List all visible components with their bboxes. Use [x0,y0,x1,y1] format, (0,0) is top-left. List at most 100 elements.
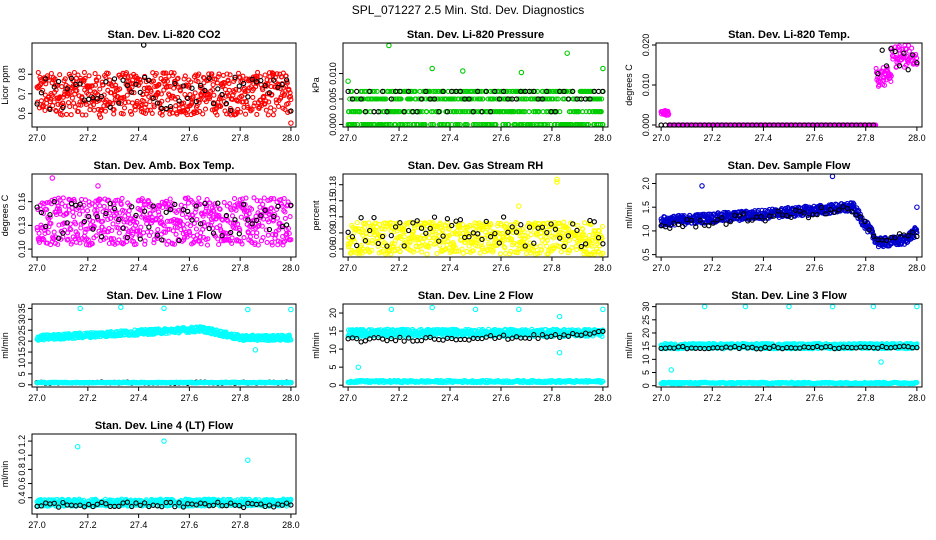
data-point-black [283,77,290,83]
data-point-main [113,82,119,88]
outlier-point [829,173,836,180]
y-tick-label: 0.16 [17,193,27,211]
data-point-main [264,239,270,245]
data-point-main [434,250,440,257]
data-point-main [195,79,201,85]
y-tick-label: 0.000 [641,114,651,137]
data-point-main [155,91,161,97]
data-point-main [507,88,513,94]
data-point-black [133,81,139,87]
data-point-main [53,108,60,114]
y-tick-label: 1.5 [641,201,651,214]
data-point-black [34,101,40,107]
data-point-main [51,77,57,83]
data-point-black [94,96,100,102]
data-point-main [86,73,92,79]
data-point-black [371,214,377,221]
data-point-black [288,108,294,114]
y-tick-label: 0.005 [328,88,338,111]
x-tick-label: 27.0 [28,263,46,273]
data-point-main [130,81,136,87]
data-point-main [155,227,161,233]
data-point-main [57,94,63,100]
data-point-black [189,85,195,91]
data-point-main [122,100,128,106]
data-point-main [282,91,288,97]
data-point-black [879,47,885,53]
data-point-main [567,88,573,94]
data-point-main [280,70,286,76]
data-point-black [64,86,70,92]
data-point-black [388,232,394,239]
points [345,42,606,128]
data-point-black [354,88,360,95]
data-point-main [259,100,265,106]
x-tick-label: 28.0 [908,263,926,273]
data-point-black [479,109,485,115]
data-point-black [137,89,143,96]
outlier-point [386,42,392,49]
data-point-main [270,112,276,118]
data-point-black [354,242,360,249]
data-point-black [223,100,230,107]
data-point-black [111,76,118,82]
figure-title: SPL_071227 2.5 Min. Std. Dev. Diagnostic… [352,3,585,17]
data-point-main [526,109,532,115]
data-point-main [395,109,401,115]
data-point-main [244,102,250,109]
data-point-black [279,81,285,88]
data-point-main [75,108,81,115]
data-point-black [103,79,109,85]
data-point-main [84,208,91,214]
y-tick-label: 0.5 [641,248,651,261]
data-point-main [383,96,389,102]
data-point-black [587,96,593,102]
y-tick-label: 0.010 [641,74,651,97]
data-point-main [218,103,224,109]
x-tick-label: 27.4 [755,263,773,273]
data-point-main [232,76,238,82]
data-point-main [254,111,260,117]
data-point-black [176,98,182,104]
data-point-black [444,109,451,115]
x-tick-label: 27.4 [441,263,459,273]
outlier-point [95,183,101,189]
x-tick-label: 27.0 [339,133,357,143]
data-point-black [470,109,476,115]
data-point-main [127,109,133,115]
y-tick-label: 0.15 [328,192,338,210]
y-tick-label: 0.000 [328,113,338,136]
data-point-main [125,74,131,80]
data-point-main [188,79,194,85]
x-tick-label: 27.8 [857,263,875,273]
data-point-black [345,88,351,95]
x-tick-label: 27.0 [652,263,670,273]
data-point-main [392,109,398,115]
data-point-main [554,88,560,94]
data-point-main [143,101,149,107]
data-point-main [92,89,98,95]
data-point-main [76,102,82,108]
data-point-main [231,196,238,202]
data-point-main [371,88,377,94]
x-tick-label: 27.6 [181,263,199,273]
y-tick-label: 0.09 [328,224,338,242]
data-point-black [210,101,217,107]
data-point-main [171,85,177,91]
data-point-main [451,88,457,94]
y-tick-label: 0.020 [641,34,651,57]
data-point-main [271,107,277,113]
data-point-main [519,96,525,102]
data-point-main [450,96,456,102]
data-point-main [81,78,87,84]
data-point-main [434,109,440,115]
data-point-main [544,243,550,249]
x-tick-label: 27.4 [755,133,773,143]
data-point-main [248,108,254,114]
data-point-main [560,96,566,102]
x-tick-label: 27.0 [28,133,46,143]
data-point-main [547,88,553,94]
data-point-main [165,97,171,103]
y-tick-label: 2.0 [641,177,651,190]
